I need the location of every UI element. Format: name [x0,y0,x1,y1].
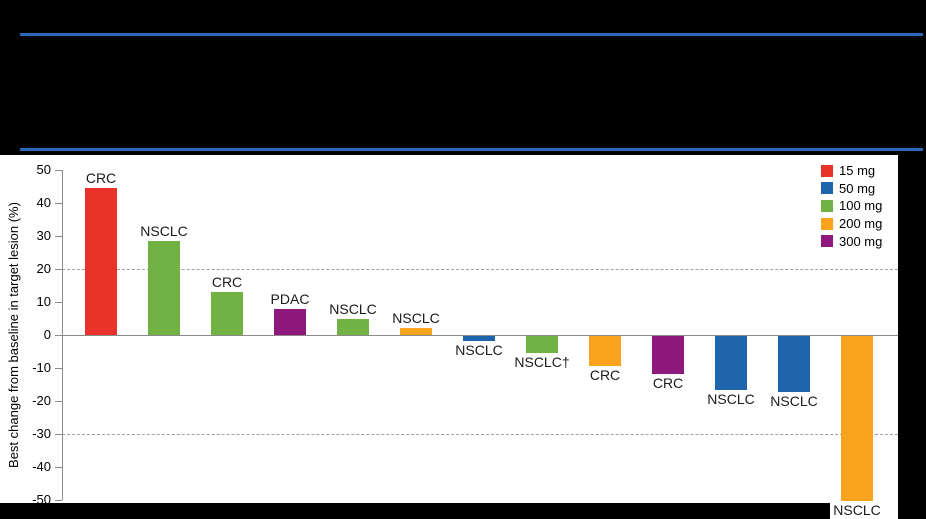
dashed-gridline [62,433,898,435]
y-tick-mark [55,202,62,204]
legend-swatch-icon [821,164,833,177]
y-tick-mark [55,268,62,270]
y-tick-mark [55,334,62,336]
y-tick-mark [55,466,62,468]
zero-line [62,334,898,336]
bar-label: CRC [652,374,684,391]
waterfall-bar [85,188,117,335]
legend-swatch-icon [821,182,833,195]
legend-swatch-icon [821,235,833,248]
waterfall-bar [274,308,306,335]
y-tick-label: -10 [32,360,51,375]
y-tick-label: 20 [36,261,51,276]
bar-label: CRC [211,274,243,291]
bar-label: NSCLC [770,393,818,410]
legend-label: 50 mg [839,180,876,196]
y-tick-mark [55,367,62,369]
y-tick-label: 30 [36,228,51,243]
bar-label: NSCLC [140,222,188,239]
y-tick-mark [55,433,62,435]
bar-label: PDAC [270,290,310,307]
waterfall-bar [526,336,558,353]
dashed-gridline [62,268,898,270]
y-tick-label: 10 [36,294,51,309]
legend-swatch-icon [821,217,833,230]
legend-item: 300 mg [821,232,882,250]
y-tick-mark [55,169,62,171]
y-tick-mark [55,499,62,501]
legend-label: 300 mg [839,233,883,249]
legend-item: 200 mg [821,215,882,233]
bar-label: NSCLC [707,391,755,408]
waterfall-bar [652,336,684,374]
bar-label: NSCLC [455,341,503,358]
legend-item: 15 mg [821,162,882,180]
header-rule-top [20,33,923,36]
waterfall-chart: Best change from baseline in target lesi… [0,155,898,519]
bar-label: CRC [85,170,117,187]
bar-label: NSCLC [833,502,881,518]
y-tick-mark [55,400,62,402]
y-tick-mark [55,301,62,303]
chart-legend: 15 mg 50 mg 100 mg 200 mg 300 mg [821,162,882,250]
bar-label: NSCLC [392,309,440,326]
waterfall-bar [463,336,495,341]
waterfall-bar [778,336,810,393]
y-tick-label: -40 [32,459,51,474]
legend-item: 50 mg [821,180,882,198]
legend-item: 100 mg [821,197,882,215]
y-tick-label: 50 [36,162,51,177]
bottom-mask [0,503,830,519]
waterfall-bar [211,292,243,335]
legend-label: 15 mg [839,163,876,179]
bar-label: NSCLC† [514,353,570,370]
legend-label: 200 mg [839,216,883,232]
waterfall-bar [715,336,747,391]
waterfall-bar [400,327,432,335]
waterfall-bar [337,318,369,335]
legend-swatch-icon [821,199,833,212]
bar-label: NSCLC [329,300,377,317]
y-tick-label: 0 [43,327,51,342]
y-tick-label: 40 [36,195,51,210]
waterfall-bar [148,240,180,335]
y-tick-label: -30 [32,426,51,441]
y-tick-label: -20 [32,393,51,408]
bar-label: CRC [589,366,621,383]
header-rule-bottom [20,148,923,151]
y-tick-mark [55,235,62,237]
waterfall-bar [589,336,621,366]
waterfall-bar [841,336,873,501]
legend-label: 100 mg [839,198,883,214]
